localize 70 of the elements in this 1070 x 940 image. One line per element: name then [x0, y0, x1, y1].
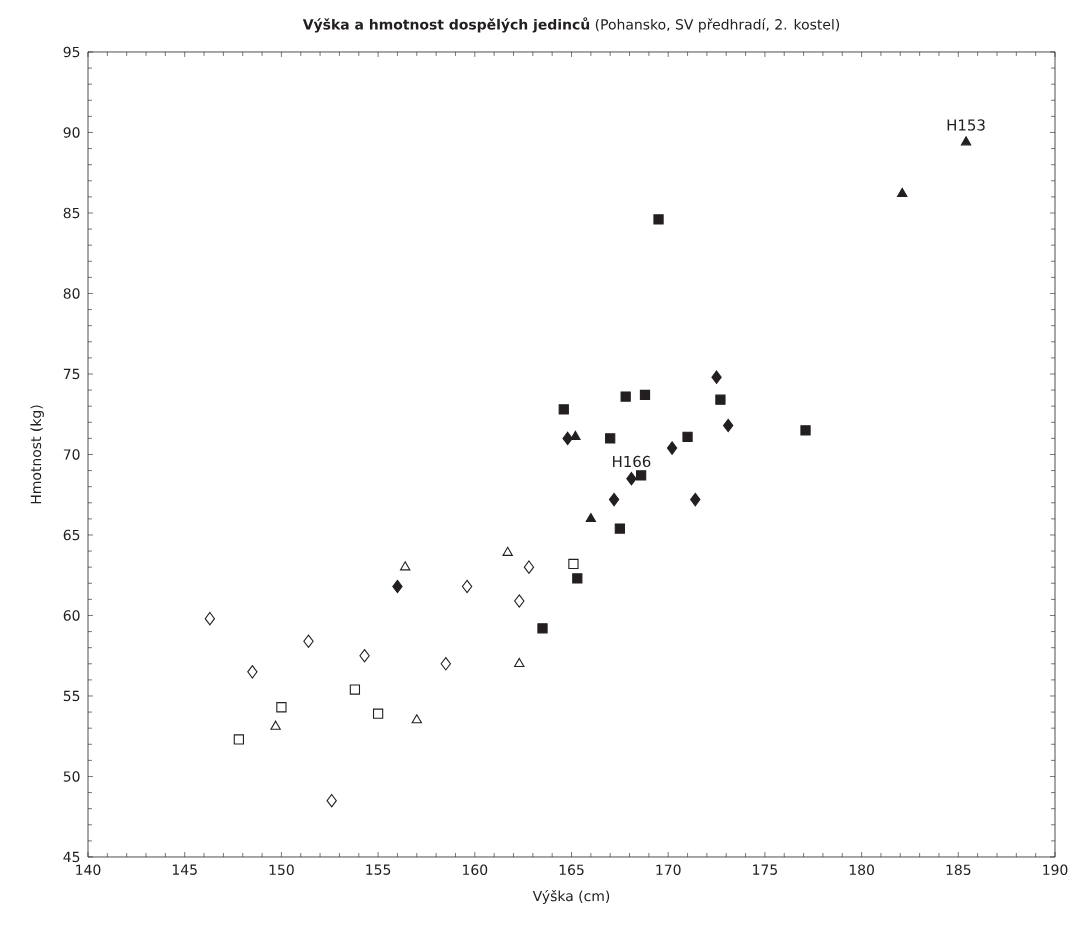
point [303, 634, 314, 648]
point [247, 665, 258, 679]
point [682, 431, 693, 442]
y-tick-label: 50 [63, 771, 80, 782]
annotation: H166 [613, 455, 651, 468]
point [897, 187, 908, 197]
annotation: H153 [947, 119, 985, 131]
point [372, 708, 384, 719]
chart-title: Výška a hmotnost dospělých jedinců (Pohansko, SV předhradí, 2. kostel) [302, 17, 840, 33]
point [270, 720, 281, 730]
point [608, 492, 620, 507]
point [399, 561, 411, 571]
point [636, 470, 647, 481]
x-tick-label: 160 [463, 864, 488, 876]
y-tick-label: 70 [63, 449, 80, 460]
point [614, 523, 625, 534]
point [800, 425, 811, 436]
point [326, 793, 337, 808]
point [715, 394, 726, 405]
y-tick-label: 85 [63, 207, 80, 219]
point [392, 579, 403, 594]
y-tick-label: 65 [63, 529, 80, 541]
y-tick-label: 90 [63, 127, 80, 138]
point [568, 558, 579, 570]
y-tick-label: 55 [63, 690, 80, 702]
point [605, 433, 616, 444]
x-tick-label: 175 [753, 864, 777, 875]
x-tick-label: 150 [269, 864, 294, 876]
point [502, 546, 513, 556]
point [585, 512, 597, 523]
point [276, 702, 287, 713]
point [523, 560, 535, 574]
point [514, 594, 525, 608]
point [233, 734, 244, 745]
point [960, 136, 972, 146]
point [514, 657, 525, 668]
point [626, 471, 637, 486]
x-tick-label: 145 [172, 864, 197, 875]
x-tick-label: 155 [366, 864, 391, 875]
point [639, 389, 651, 401]
point [562, 431, 573, 446]
point [722, 418, 734, 433]
point [572, 573, 583, 584]
point [204, 611, 216, 626]
point [653, 214, 664, 225]
y-tick-label: 95 [63, 46, 80, 58]
point [359, 649, 370, 663]
y-tick-label: 80 [63, 288, 80, 299]
x-tick-label: 180 [849, 864, 874, 876]
y-tick-label: 60 [63, 610, 80, 621]
x-tick-label: 140 [76, 864, 101, 876]
x-tick-label: 190 [1043, 864, 1068, 876]
point [537, 623, 548, 634]
x-axis-title: Výška (cm) [532, 889, 610, 904]
x-tick-label: 170 [656, 864, 681, 876]
point [558, 404, 569, 415]
point [440, 657, 451, 671]
y-tick-label: 45 [63, 851, 80, 863]
point [570, 430, 581, 441]
y-tick-label: 75 [63, 368, 80, 380]
x-tick-label: 185 [946, 864, 971, 876]
x-tick-label: 165 [559, 864, 584, 876]
point [690, 492, 701, 507]
point [666, 441, 678, 455]
point [411, 714, 422, 724]
point [349, 684, 361, 695]
point [620, 391, 631, 402]
point [711, 370, 722, 384]
y-axis-title: Hmotnost (kg) [30, 405, 44, 504]
point [461, 579, 473, 594]
